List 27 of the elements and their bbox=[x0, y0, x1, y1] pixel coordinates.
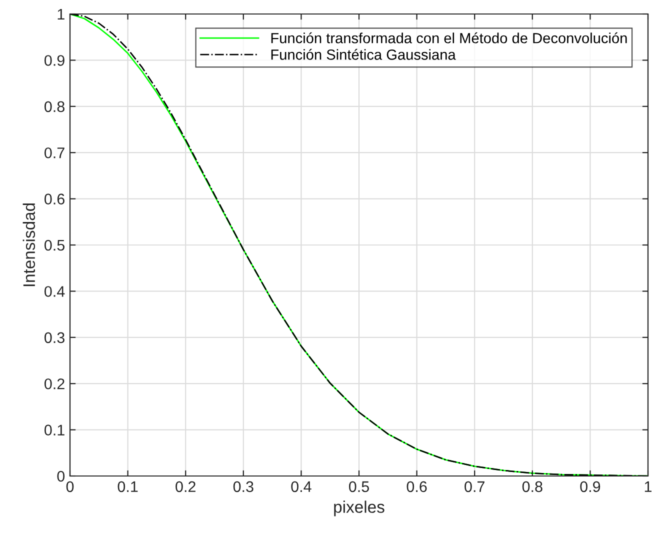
y-tick-label: 0.9 bbox=[44, 55, 64, 66]
y-tick-label: 0.3 bbox=[44, 332, 64, 344]
x-tick-label: 0.8 bbox=[522, 481, 542, 492]
x-tick-label: 0.2 bbox=[176, 481, 196, 492]
x-tick-label: 0.5 bbox=[348, 481, 369, 492]
y-tick-label: 0.1 bbox=[44, 424, 64, 436]
y-tick-label: 1 bbox=[58, 9, 64, 20]
line-series bbox=[70, 14, 648, 476]
y-tick-label: 0.8 bbox=[44, 101, 64, 112]
x-tick-label: 0.1 bbox=[118, 481, 138, 492]
y-tick-label: 0.6 bbox=[44, 194, 64, 204]
y-tick-label: 0.4 bbox=[44, 286, 65, 297]
x-axis-title: pixeles bbox=[334, 500, 384, 516]
y-tick-label: 0.5 bbox=[44, 240, 64, 251]
legend-label: Función Sintética Gaussiana bbox=[271, 48, 456, 60]
x-tick-label: 0.3 bbox=[233, 481, 254, 492]
x-tick-label: 0.7 bbox=[464, 481, 484, 492]
y-axis-title: Intensisdad bbox=[22, 203, 36, 286]
y-tick-label: 0.7 bbox=[44, 147, 64, 158]
x-tick-label: 0 bbox=[66, 481, 74, 492]
x-tick-label: 1 bbox=[644, 481, 652, 492]
x-tick-label: 0.6 bbox=[406, 481, 427, 492]
legend-label: Función transformada con el Método de Deconvolución bbox=[271, 32, 627, 44]
y-tick-label: 0 bbox=[57, 470, 65, 482]
y-tick-label: 0.2 bbox=[44, 378, 64, 390]
x-tick-label: 0.4 bbox=[291, 481, 312, 492]
x-tick-label: 0.9 bbox=[580, 481, 600, 492]
